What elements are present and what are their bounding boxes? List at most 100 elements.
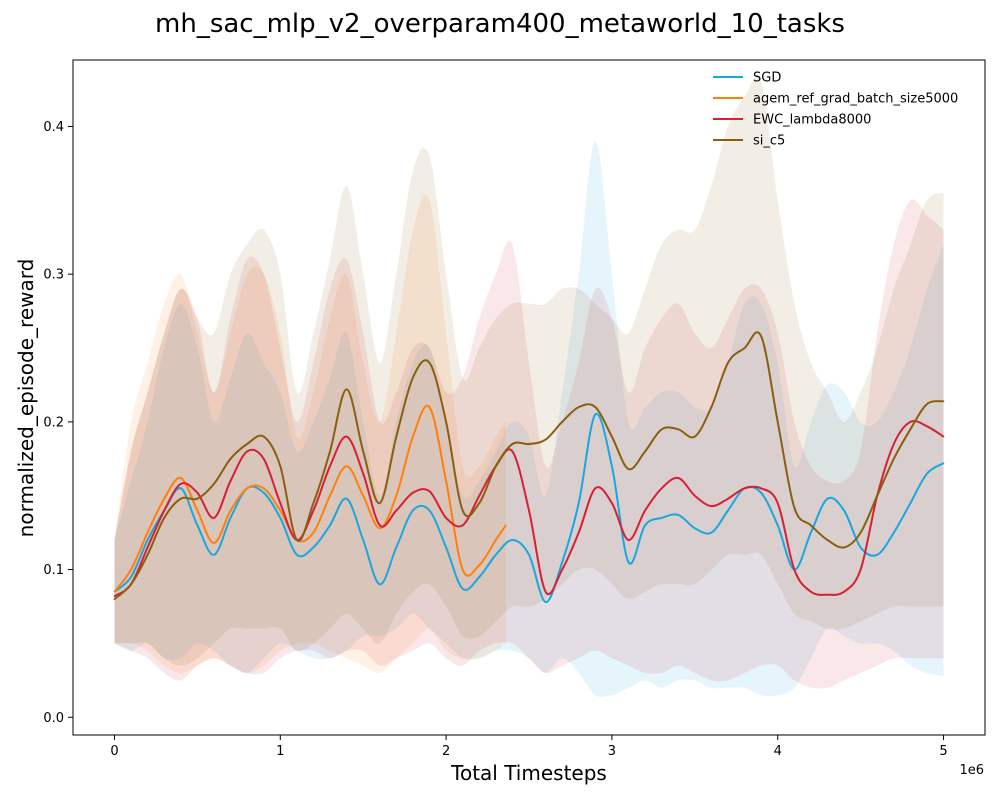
data-point [776, 524, 779, 527]
data-point [843, 546, 845, 549]
legend-label: si_c5 [753, 134, 785, 149]
y-tick-label: 0.3 [43, 268, 64, 283]
data-point [262, 435, 265, 438]
data-point [677, 428, 679, 431]
data-point [942, 400, 945, 403]
data-point [561, 421, 563, 423]
y-tick-label: 0.2 [43, 415, 64, 430]
data-point [412, 376, 414, 379]
data-point [843, 509, 845, 512]
data-point [495, 539, 497, 541]
data-point [810, 531, 812, 534]
data-point [412, 492, 414, 494]
data-point [760, 487, 762, 490]
data-point [113, 590, 116, 593]
x-tick-label: 1 [276, 744, 284, 759]
data-point [478, 564, 481, 566]
data-point [113, 598, 116, 600]
data-point [262, 458, 265, 460]
data-point [660, 487, 663, 490]
data-point [893, 443, 895, 445]
data-point [528, 554, 530, 556]
data-point [113, 595, 116, 597]
data-point [246, 487, 248, 490]
data-point [478, 494, 481, 497]
data-point [213, 517, 215, 519]
x-tick-label: 5 [939, 744, 947, 759]
data-point [279, 502, 282, 504]
data-point [627, 561, 630, 563]
data-point [163, 509, 165, 512]
data-point [379, 524, 381, 527]
data-point [362, 494, 365, 497]
data-point [544, 438, 547, 441]
data-point [362, 539, 365, 541]
data-point [196, 509, 199, 512]
data-point [544, 590, 547, 593]
data-point [644, 524, 646, 527]
data-point [379, 583, 381, 586]
data-point [727, 497, 729, 500]
data-point [909, 421, 912, 423]
data-point [810, 590, 812, 593]
data-point [926, 403, 928, 405]
x-axis-offset-label: 1e6 [959, 763, 984, 778]
data-point [279, 509, 282, 512]
data-point [279, 465, 282, 468]
data-point [312, 546, 315, 549]
data-point [362, 472, 365, 475]
data-point [445, 480, 447, 482]
data-point [826, 539, 829, 541]
series-lines [113, 331, 945, 604]
data-point [345, 388, 348, 391]
x-tick-label: 0 [110, 744, 118, 759]
data-point [942, 462, 945, 465]
data-point [511, 539, 514, 541]
data-point [296, 539, 298, 541]
data-point [379, 502, 381, 504]
chart-title: mh_sac_mlp_v2_overparam400_metaworld_10_… [155, 9, 845, 39]
plot-area-frame [72, 59, 986, 736]
data-point [644, 509, 646, 512]
data-point [329, 450, 331, 453]
data-point [727, 509, 729, 512]
data-point [379, 527, 381, 529]
data-point [130, 576, 132, 578]
data-point [577, 406, 580, 408]
data-point [428, 509, 431, 512]
data-point [329, 494, 331, 497]
data-point [694, 494, 696, 497]
data-point [329, 524, 331, 527]
data-point [146, 546, 149, 549]
data-point [743, 487, 746, 490]
data-point [146, 531, 149, 534]
data-point [893, 531, 895, 534]
legend-label: SGD [753, 71, 781, 86]
data-point [445, 517, 447, 519]
data-point [428, 362, 431, 364]
data-point [511, 443, 514, 445]
data-point [528, 443, 530, 445]
data-point [810, 524, 812, 527]
data-point [594, 487, 597, 490]
data-point [793, 506, 796, 509]
data-point [611, 435, 613, 438]
data-point [511, 450, 514, 453]
data-point [445, 421, 447, 423]
data-point [743, 347, 746, 349]
data-point [793, 568, 796, 571]
data-point [229, 509, 232, 512]
legend-label: EWC_lambda8000 [753, 113, 871, 128]
data-point [229, 458, 232, 460]
data-point [776, 502, 779, 504]
data-point [710, 531, 713, 534]
data-point [345, 435, 348, 438]
data-point [412, 435, 414, 438]
data-point [312, 531, 315, 534]
data-point [694, 527, 696, 529]
data-point [660, 428, 663, 431]
data-point [776, 421, 779, 423]
data-point [561, 568, 563, 571]
data-point [942, 435, 945, 438]
